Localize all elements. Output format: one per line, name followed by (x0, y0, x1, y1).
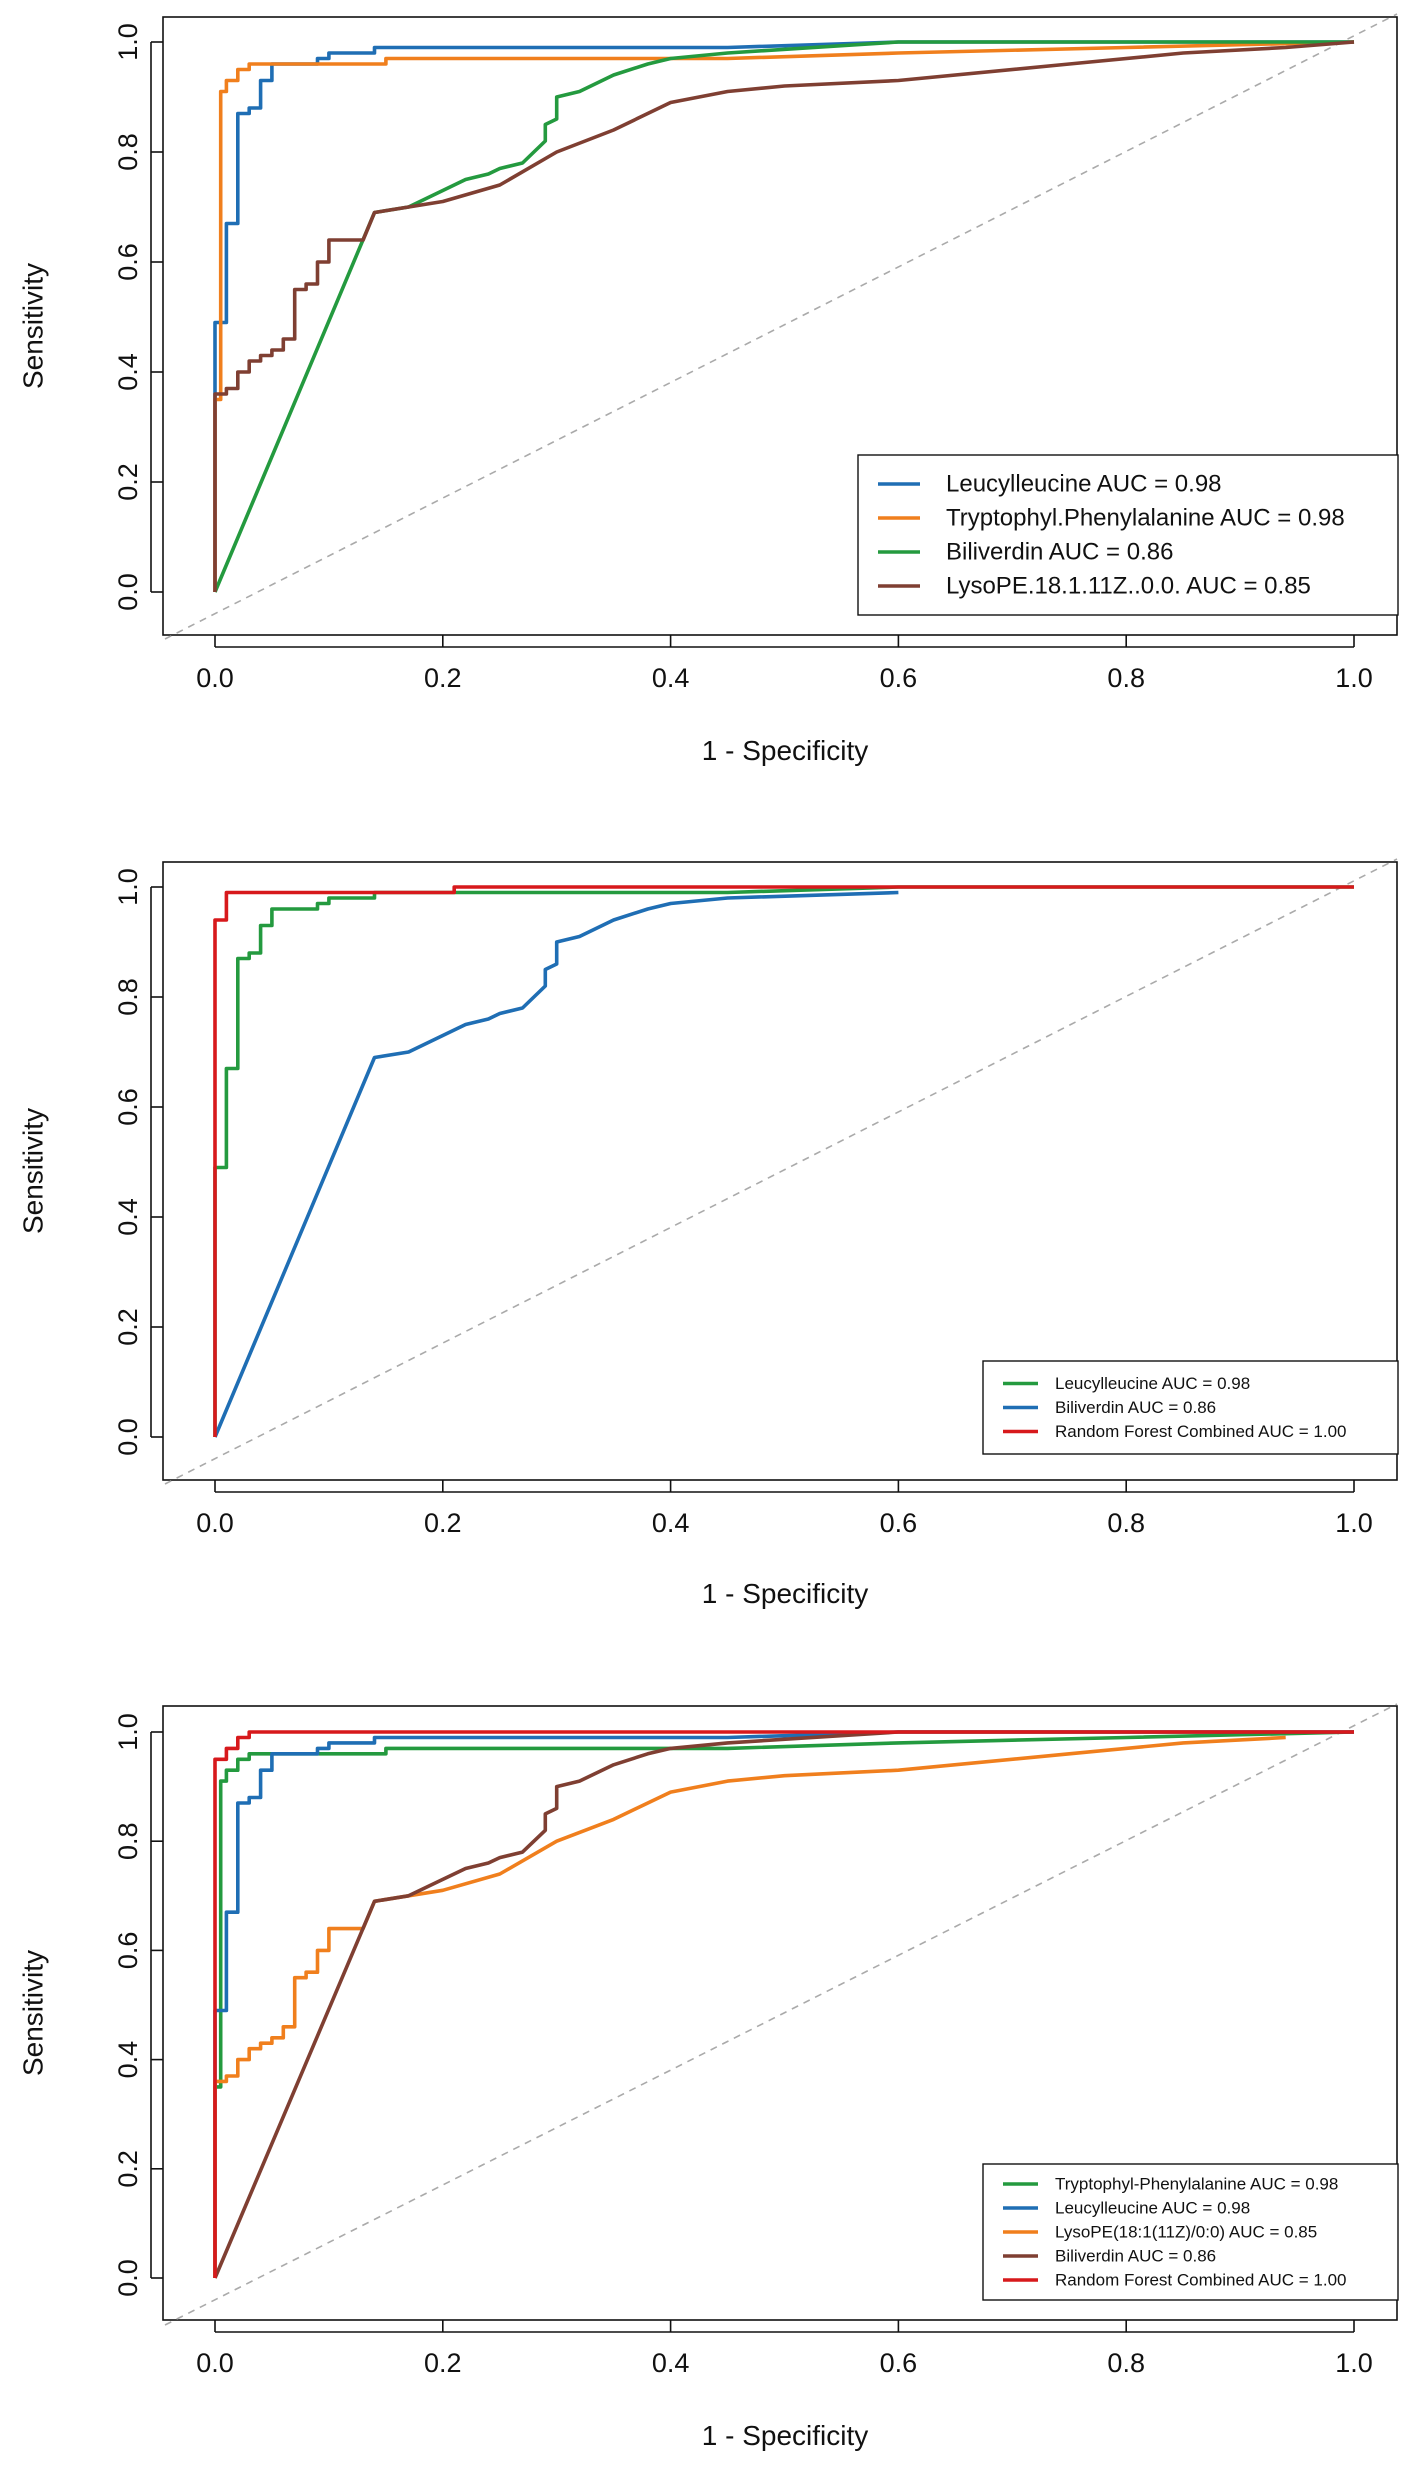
x-tick-label: 0.4 (652, 1508, 690, 1538)
plot-frame (162, 16, 1398, 636)
roc-curve-series-4 (213, 1730, 1354, 2279)
roc-panel-1: 0.0 0.2 0.4 0.6 0.8 1.0 0.0 0.2 0.4 0.6 0.8 1.0 1 - … (18, 13, 1399, 766)
x-tick-label: 1.0 (1335, 2348, 1373, 2378)
legend-label: Tryptophyl-Phenylalanine AUC = 0.98 (1055, 2175, 1338, 2194)
y-tick-label: 0.6 (113, 1932, 143, 1970)
legend-label: LysoPE.18.1.11Z..0.0. AUC = 0.85 (946, 573, 1311, 600)
reference-diagonal (164, 858, 1398, 1485)
x-tick-label: 0.6 (880, 2348, 918, 2378)
y-tick-label: 0.2 (113, 463, 143, 501)
y-tick-label: 0.2 (113, 2150, 143, 2188)
roc-curve-series-3 (213, 40, 1354, 593)
y-tick-label: 0.4 (113, 353, 143, 391)
y-tick-label: 0.8 (113, 978, 143, 1016)
legend-label: Leucylleucine AUC = 0.98 (1055, 2199, 1250, 2218)
legend-label: Random Forest Combined AUC = 1.00 (1055, 1422, 1347, 1441)
plot-frame (162, 861, 1398, 1481)
x-tick-label: 0.2 (424, 663, 462, 693)
x-tick-label: 1.0 (1335, 1508, 1373, 1538)
y-axis-label: Sensitivity (18, 263, 49, 389)
x-tick-label: 0.8 (1107, 663, 1145, 693)
x-tick-label: 0.0 (196, 663, 234, 693)
roc-panel-2: 0.0 0.2 0.4 0.6 0.8 1.0 0.0 0.2 0.4 0.6 0.8 1.0 1 - … (18, 858, 1399, 1609)
reference-diagonal (164, 1703, 1398, 2326)
roc-curve-series-2 (213, 40, 1355, 592)
roc-curve-series-1 (213, 1730, 1355, 2278)
x-tick-label: 0.4 (652, 2348, 690, 2378)
x-tick-label: 0.2 (424, 2348, 462, 2378)
y-tick-label: 1.0 (113, 1713, 143, 1751)
y-tick-label: 0.0 (113, 2259, 143, 2297)
roc-curve-series-2 (213, 1730, 1354, 2278)
y-tick-label: 0.8 (113, 1822, 143, 1860)
legend-box (857, 454, 1399, 616)
roc-curve-series-1 (213, 40, 1354, 592)
x-tick-label: 0.6 (880, 1508, 918, 1538)
x-tick-label: 0.0 (196, 2348, 234, 2378)
y-tick-label: 0.4 (113, 2041, 143, 2079)
y-axis-label: Sensitivity (18, 1108, 49, 1234)
y-axis-label: Sensitivity (18, 1950, 49, 2076)
legend-label: Biliverdin AUC = 0.86 (1055, 2247, 1216, 2266)
legend: Leucylleucine AUC = 0.98 Biliverdin AUC =… (982, 1360, 1399, 1455)
y-tick-label: 0.4 (113, 1198, 143, 1236)
legend-label: LysoPE(18:1(11Z)/0:0) AUC = 0.85 (1055, 2223, 1317, 2242)
x-tick-label: 0.2 (424, 1508, 462, 1538)
x-axis-label: 1 - Specificity (702, 2420, 869, 2451)
x-tick-label: 0.4 (652, 663, 690, 693)
roc-curve-series-3 (213, 885, 1354, 1437)
legend: Leucylleucine AUC = 0.98 Tryptophyl.Pheny… (857, 454, 1399, 616)
roc-curve-series-4 (213, 40, 1355, 592)
roc-curve-series-3 (213, 1735, 1286, 2278)
plot-frame (162, 1705, 1398, 2321)
legend-label: Tryptophyl.Phenylalanine AUC = 0.98 (946, 505, 1345, 532)
x-tick-label: 1.0 (1335, 663, 1373, 693)
legend-label: Biliverdin AUC = 0.86 (1055, 1398, 1216, 1417)
y-tick-label: 1.0 (113, 23, 143, 61)
roc-curve-series-5 (213, 1730, 1354, 2278)
x-axis-label: 1 - Specificity (702, 1578, 869, 1609)
legend-label: Biliverdin AUC = 0.86 (946, 539, 1173, 566)
legend-label: Leucylleucine AUC = 0.98 (946, 471, 1222, 498)
legend-box (982, 1360, 1399, 1455)
y-tick-label: 0.0 (113, 1418, 143, 1456)
x-tick-label: 0.6 (880, 663, 918, 693)
y-tick-label: 0.0 (113, 573, 143, 611)
x-tick-label: 0.0 (196, 1508, 234, 1538)
legend: Tryptophyl-Phenylalanine AUC = 0.98 Leucy… (982, 2163, 1399, 2301)
x-tick-label: 0.8 (1107, 2348, 1145, 2378)
y-tick-label: 1.0 (113, 868, 143, 906)
legend-box (982, 2163, 1399, 2301)
x-axis-label: 1 - Specificity (702, 735, 869, 766)
roc-curve-series-2 (213, 890, 899, 1438)
legend-label: Leucylleucine AUC = 0.98 (1055, 1374, 1250, 1393)
roc-panel-3: 0.0 0.2 0.4 0.6 0.8 1.0 0.0 0.2 0.4 0.6 0.8 1.0 1 - … (18, 1703, 1399, 2451)
roc-curve-series-1 (213, 885, 1354, 1437)
reference-diagonal (164, 13, 1398, 640)
legend-label: Random Forest Combined AUC = 1.00 (1055, 2271, 1347, 2290)
x-tick-label: 0.8 (1107, 1508, 1145, 1538)
y-tick-label: 0.6 (113, 1088, 143, 1126)
y-tick-label: 0.8 (113, 133, 143, 171)
y-tick-label: 0.6 (113, 243, 143, 281)
y-tick-label: 0.2 (113, 1308, 143, 1346)
